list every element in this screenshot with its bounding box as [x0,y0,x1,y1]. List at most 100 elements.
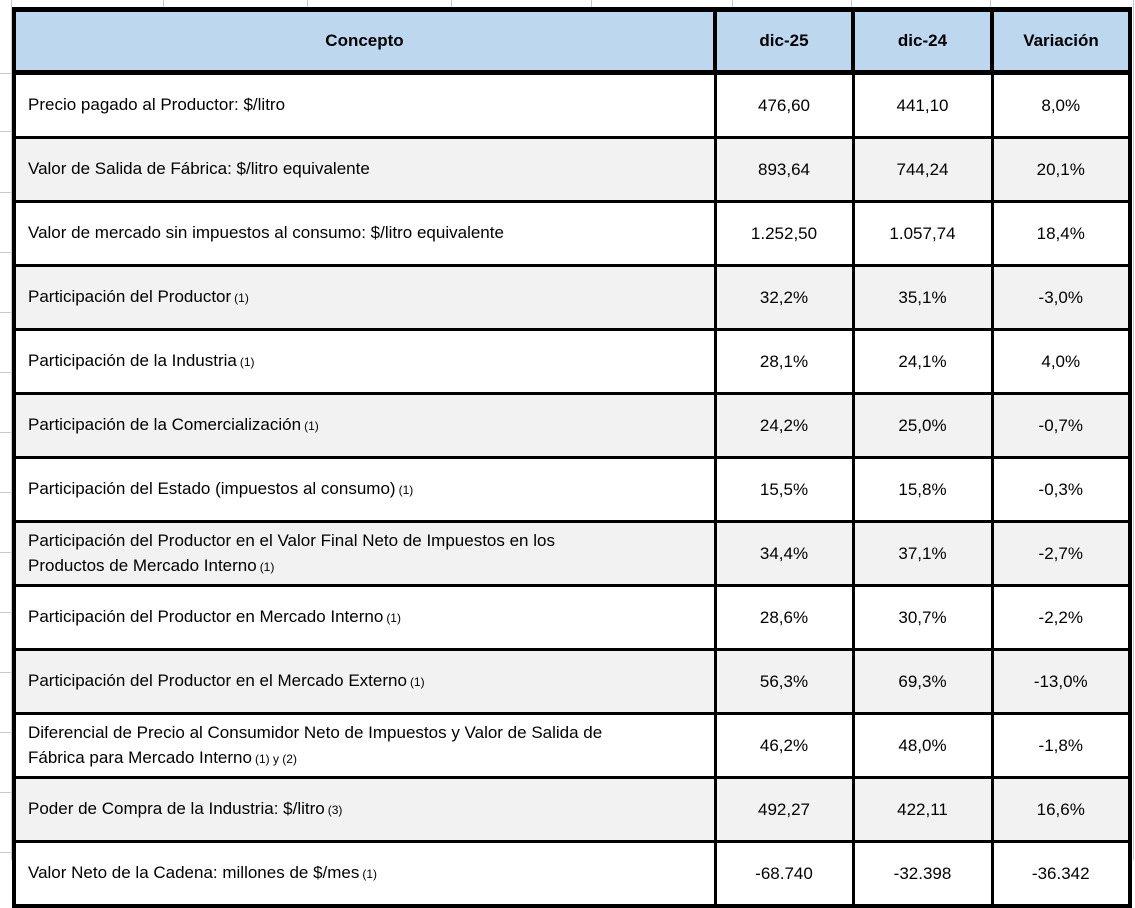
table-row: Participación del Estado (impuestos al c… [12,456,1132,523]
value-cell-dic25: 56,3% [713,648,855,715]
value-cell-dic24: 422,11 [851,776,994,843]
spreadsheet-gridline [0,672,11,673]
concept-text: Participación del Estado (impuestos al c… [28,479,396,498]
concept-text: Participación del Productor en el Valor … [28,530,555,575]
value-cell-dic24: 24,1% [851,328,994,395]
column-header-variacion: Variación [990,7,1132,75]
value-cell-variacion: -36.342 [990,840,1132,908]
value-cell-dic25: 15,5% [713,456,855,523]
column-header-dic25: dic-25 [713,7,855,75]
spreadsheet-gridline [0,252,11,253]
value-cell-dic25: -68.740 [713,840,855,908]
concept-text: Poder de Compra de la Industria: $/litro [28,799,325,818]
concept-text: Participación del Productor en el Mercad… [28,671,407,690]
value-cell-variacion: -2,7% [990,520,1132,587]
value-cell-dic25: 28,1% [713,328,855,395]
header-row: Concepto dic-25 dic-24 Variación [12,7,1132,75]
value-cell-dic24: -32.398 [851,840,994,908]
value-cell-dic24: 1.057,74 [851,200,994,267]
concept-cell: Participación del Productor (1) [12,264,717,331]
footnote-marker: (1) [386,611,401,625]
concept-cell: Precio pagado al Productor: $/litro [12,71,717,139]
value-cell-dic25: 24,2% [713,392,855,459]
footnote-marker: (1) [304,419,319,433]
footnote-marker: (1) y (2) [254,751,297,766]
value-cell-dic24: 30,7% [851,584,994,651]
concept-text: Valor de Salida de Fábrica: $/litro equi… [28,159,370,178]
value-cell-dic25: 28,6% [713,584,855,651]
value-cell-dic25: 1.252,50 [713,200,855,267]
concept-text: Participación de la Industria [28,351,237,370]
table-row: Participación del Productor en Mercado I… [12,584,1132,651]
spreadsheet-gridline [0,131,11,132]
table-row: Diferencial de Precio al Consumidor Neto… [12,712,1132,779]
footnote-marker: (1) [234,291,249,305]
concept-cell: Participación de la Comercialización (1) [12,392,717,459]
spreadsheet-gridline [0,312,11,313]
column-header-dic24: dic-24 [851,7,994,75]
value-cell-variacion: -13,0% [990,648,1132,715]
value-cell-dic24: 441,10 [851,71,994,139]
value-cell-dic25: 32,2% [713,264,855,331]
footnote-marker: (1) [362,867,378,881]
concept-cell: Participación del Productor en el Mercad… [12,648,717,715]
table-row: Participación del Productor en el Valor … [12,520,1132,587]
value-cell-variacion: 18,4% [990,200,1132,267]
value-cell-dic24: 48,0% [851,712,994,779]
footnote-marker: (3) [327,803,343,817]
concept-cell: Diferencial de Precio al Consumidor Neto… [12,712,717,779]
concept-cell: Valor de mercado sin impuestos al consum… [12,200,717,267]
value-cell-variacion: 16,6% [990,776,1132,843]
spreadsheet-gridline [0,372,11,373]
footnote-marker: (1) [259,559,275,574]
concept-text: Precio pagado al Productor: $/litro [28,95,286,114]
spreadsheet-gridline [0,492,11,493]
table-row: Poder de Compra de la Industria: $/litro… [12,776,1132,843]
column-header-concepto: Concepto [12,7,717,75]
value-cell-dic24: 35,1% [851,264,994,331]
value-cell-variacion: 4,0% [990,328,1132,395]
value-cell-dic25: 492,27 [713,776,855,843]
value-cell-dic25: 893,64 [713,136,855,203]
spreadsheet-gridline [0,612,11,613]
footnote-marker: (1) [409,675,425,689]
spreadsheet-gridline [0,732,11,733]
value-cell-dic24: 25,0% [851,392,994,459]
footnote-marker: (1) [239,355,255,369]
concept-text: Diferencial de Precio al Consumidor Neto… [28,722,603,767]
table-row: Precio pagado al Productor: $/litro 476,… [12,71,1132,139]
spreadsheet-gridline [0,792,11,793]
table-row: Participación del Productor en el Mercad… [12,648,1132,715]
spreadsheet-gridline [0,852,11,853]
concept-cell: Poder de Compra de la Industria: $/litro… [12,776,717,843]
value-cell-variacion: -1,8% [990,712,1132,779]
value-cell-dic25: 34,4% [713,520,855,587]
concept-cell: Participación de la Industria (1) [12,328,717,395]
value-cell-variacion: -2,2% [990,584,1132,651]
value-cell-dic24: 15,8% [851,456,994,523]
concept-text: Valor Neto de la Cadena: millones de $/m… [28,863,360,882]
concept-cell: Participación del Estado (impuestos al c… [12,456,717,523]
price-table: Concepto dic-25 dic-24 Variación Precio … [12,7,1132,908]
value-cell-dic25: 476,60 [713,71,855,139]
table-row: Participación del Productor (1) 32,2% 35,… [12,264,1132,331]
value-cell-dic25: 46,2% [713,712,855,779]
spreadsheet-gridline [1133,0,1134,860]
table-row: Valor de mercado sin impuestos al consum… [12,200,1132,267]
value-cell-dic24: 69,3% [851,648,994,715]
value-cell-variacion: -0,7% [990,392,1132,459]
table-row: Participación de la Industria (1) 28,1% 2… [12,328,1132,395]
value-cell-variacion: -0,3% [990,456,1132,523]
value-cell-dic24: 744,24 [851,136,994,203]
table-row: Valor de Salida de Fábrica: $/litro equi… [12,136,1132,203]
value-cell-variacion: 20,1% [990,136,1132,203]
spreadsheet-gridline [0,552,11,553]
spreadsheet-gridline [0,73,11,74]
concept-cell: Participación del Productor en el Valor … [12,520,717,587]
footnote-marker: (1) [398,483,414,497]
concept-cell: Valor de Salida de Fábrica: $/litro equi… [12,136,717,203]
spreadsheet-gridline [0,192,11,193]
concept-text: Valor de mercado sin impuestos al consum… [28,223,504,242]
concept-text: Participación del Productor en Mercado I… [28,607,384,626]
table-row: Participación de la Comercialización (1) … [12,392,1132,459]
